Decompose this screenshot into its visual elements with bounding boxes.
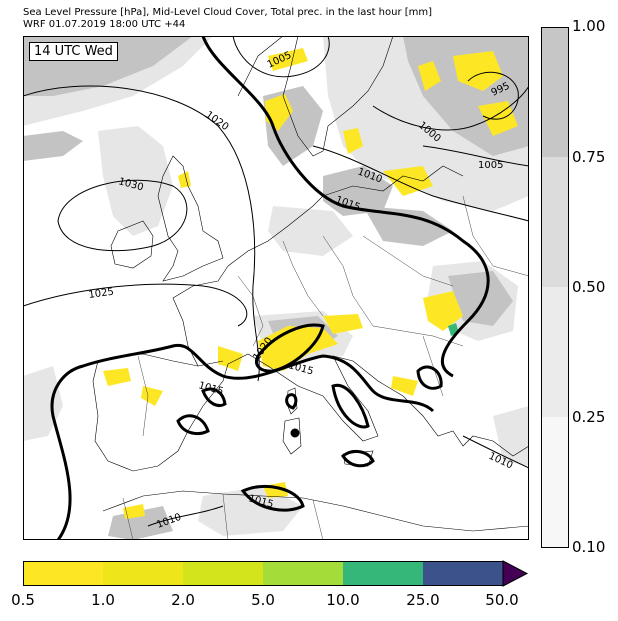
coastline-baltic <box>322 165 464 197</box>
precip-colorbar-segment <box>103 561 183 586</box>
coastline-british-isles <box>157 155 224 282</box>
precip-colorbar-segment <box>343 561 423 586</box>
isobar-1015-loop <box>255 323 325 373</box>
precip-tick-label: 0.5 <box>11 591 35 609</box>
cloud-area <box>23 366 63 441</box>
precip-area <box>391 376 418 396</box>
border <box>237 275 264 347</box>
cloud-area <box>198 486 303 536</box>
border <box>462 195 529 277</box>
isobar-1015-point <box>290 428 300 438</box>
precip-tick-label: 25.0 <box>406 591 440 609</box>
precip-colorbar-extend-arrow <box>502 560 529 587</box>
precip-area <box>478 101 518 136</box>
precip-tick-label: 2.0 <box>171 591 195 609</box>
isobar-lines <box>23 36 529 527</box>
cloud-colorbar-segment <box>541 287 569 417</box>
border <box>122 497 134 540</box>
coastline-ireland <box>110 220 154 269</box>
cloud-area <box>268 206 353 256</box>
cloud-tick-label: 0.50 <box>572 278 606 296</box>
cloud-colorbar-segment <box>541 157 569 287</box>
isobar-label: 1025 <box>88 287 115 301</box>
precip-colorbar-segment <box>183 561 263 586</box>
coastlines <box>92 36 529 532</box>
border <box>362 235 454 287</box>
precip-area <box>123 504 145 519</box>
border <box>322 235 374 327</box>
precip-tick-label: 50.0 <box>485 591 519 609</box>
precip-colorbar-segment <box>263 561 343 586</box>
precip-area <box>178 171 191 188</box>
coastline-continent-north <box>227 195 324 267</box>
isobar-995 <box>467 71 519 120</box>
isobar-1025 <box>23 283 248 327</box>
cloud-cover-colorbar <box>541 27 569 548</box>
precip-colorbar-frame <box>23 561 504 586</box>
precip-area <box>268 48 308 71</box>
precip-tick-label: 10.0 <box>326 591 360 609</box>
isobar-1015-bold <box>50 36 490 540</box>
valid-time-label: 14 UTC Wed <box>29 42 118 61</box>
precip-area <box>103 368 131 386</box>
coastline-france <box>172 265 229 367</box>
cloud-colorbar-segment <box>541 27 569 157</box>
isobar-1015-north <box>201 36 490 378</box>
isobar-1015-loop <box>416 365 443 390</box>
forecast-map: 1005 995 1000 1020 1005 1030 1010 1015 1… <box>23 36 529 540</box>
cloud-tick-label: 0.10 <box>572 538 606 556</box>
coastline-africa <box>102 490 529 532</box>
border <box>312 499 324 540</box>
isobar-1010-south <box>147 505 224 527</box>
border <box>137 355 149 437</box>
cloud-tick-label: 0.25 <box>572 408 606 426</box>
cloud-area <box>98 126 173 236</box>
isobar-1010-east <box>462 435 529 469</box>
precip-area <box>423 291 463 331</box>
precip-area <box>218 346 243 371</box>
cloud-tick-label: 1.00 <box>572 17 606 35</box>
precip-tick-label: 1.0 <box>91 591 115 609</box>
precip-area <box>323 314 363 334</box>
precip-colorbar-segment <box>23 561 103 586</box>
border <box>222 493 229 540</box>
cloud-tick-label: 0.75 <box>572 148 606 166</box>
isobar-1015-loop <box>331 383 370 429</box>
isobar-1005-top <box>232 36 330 78</box>
isobar-1015-loop <box>285 393 298 410</box>
coastline-mediterranean-north <box>227 353 529 457</box>
cloud-area <box>448 271 513 326</box>
isobar-label: 1005 <box>478 160 503 171</box>
isobar-1015-loop <box>240 484 305 512</box>
isobar-1005 <box>422 145 529 167</box>
isobar-1015-loop <box>340 449 375 468</box>
coastline-scandinavia <box>237 36 394 157</box>
isobar-1015-south <box>50 343 435 540</box>
isobar-1010-north <box>312 145 529 222</box>
cloud-area <box>363 206 453 246</box>
border <box>282 240 324 317</box>
isobar-1030 <box>57 179 188 252</box>
isobar-1020 <box>23 85 260 382</box>
precip-colorbar-segment <box>423 561 503 586</box>
isobar-1015-loop <box>201 387 227 407</box>
cloud-colorbar-frame <box>541 27 569 548</box>
country-borders <box>122 195 529 540</box>
cloud-area <box>493 406 529 466</box>
precip-tick-label: 5.0 <box>251 591 275 609</box>
precipitation-colorbar <box>23 560 529 587</box>
coastline-sardinia <box>282 417 302 455</box>
border <box>372 325 464 347</box>
isobar-1015-loop <box>176 414 210 435</box>
precip-area <box>418 61 441 91</box>
model-run-label: WRF 01.07.2019 18:00 UTC +44 <box>23 19 186 30</box>
precip-area <box>343 128 363 154</box>
precip-area <box>383 166 433 196</box>
cloud-area <box>23 131 83 161</box>
cloud-colorbar-segment <box>541 417 569 548</box>
map-frame <box>23 36 529 540</box>
precip-area <box>453 51 503 91</box>
map-title: Sea Level Pressure [hPa], Mid-Level Clou… <box>23 7 433 18</box>
